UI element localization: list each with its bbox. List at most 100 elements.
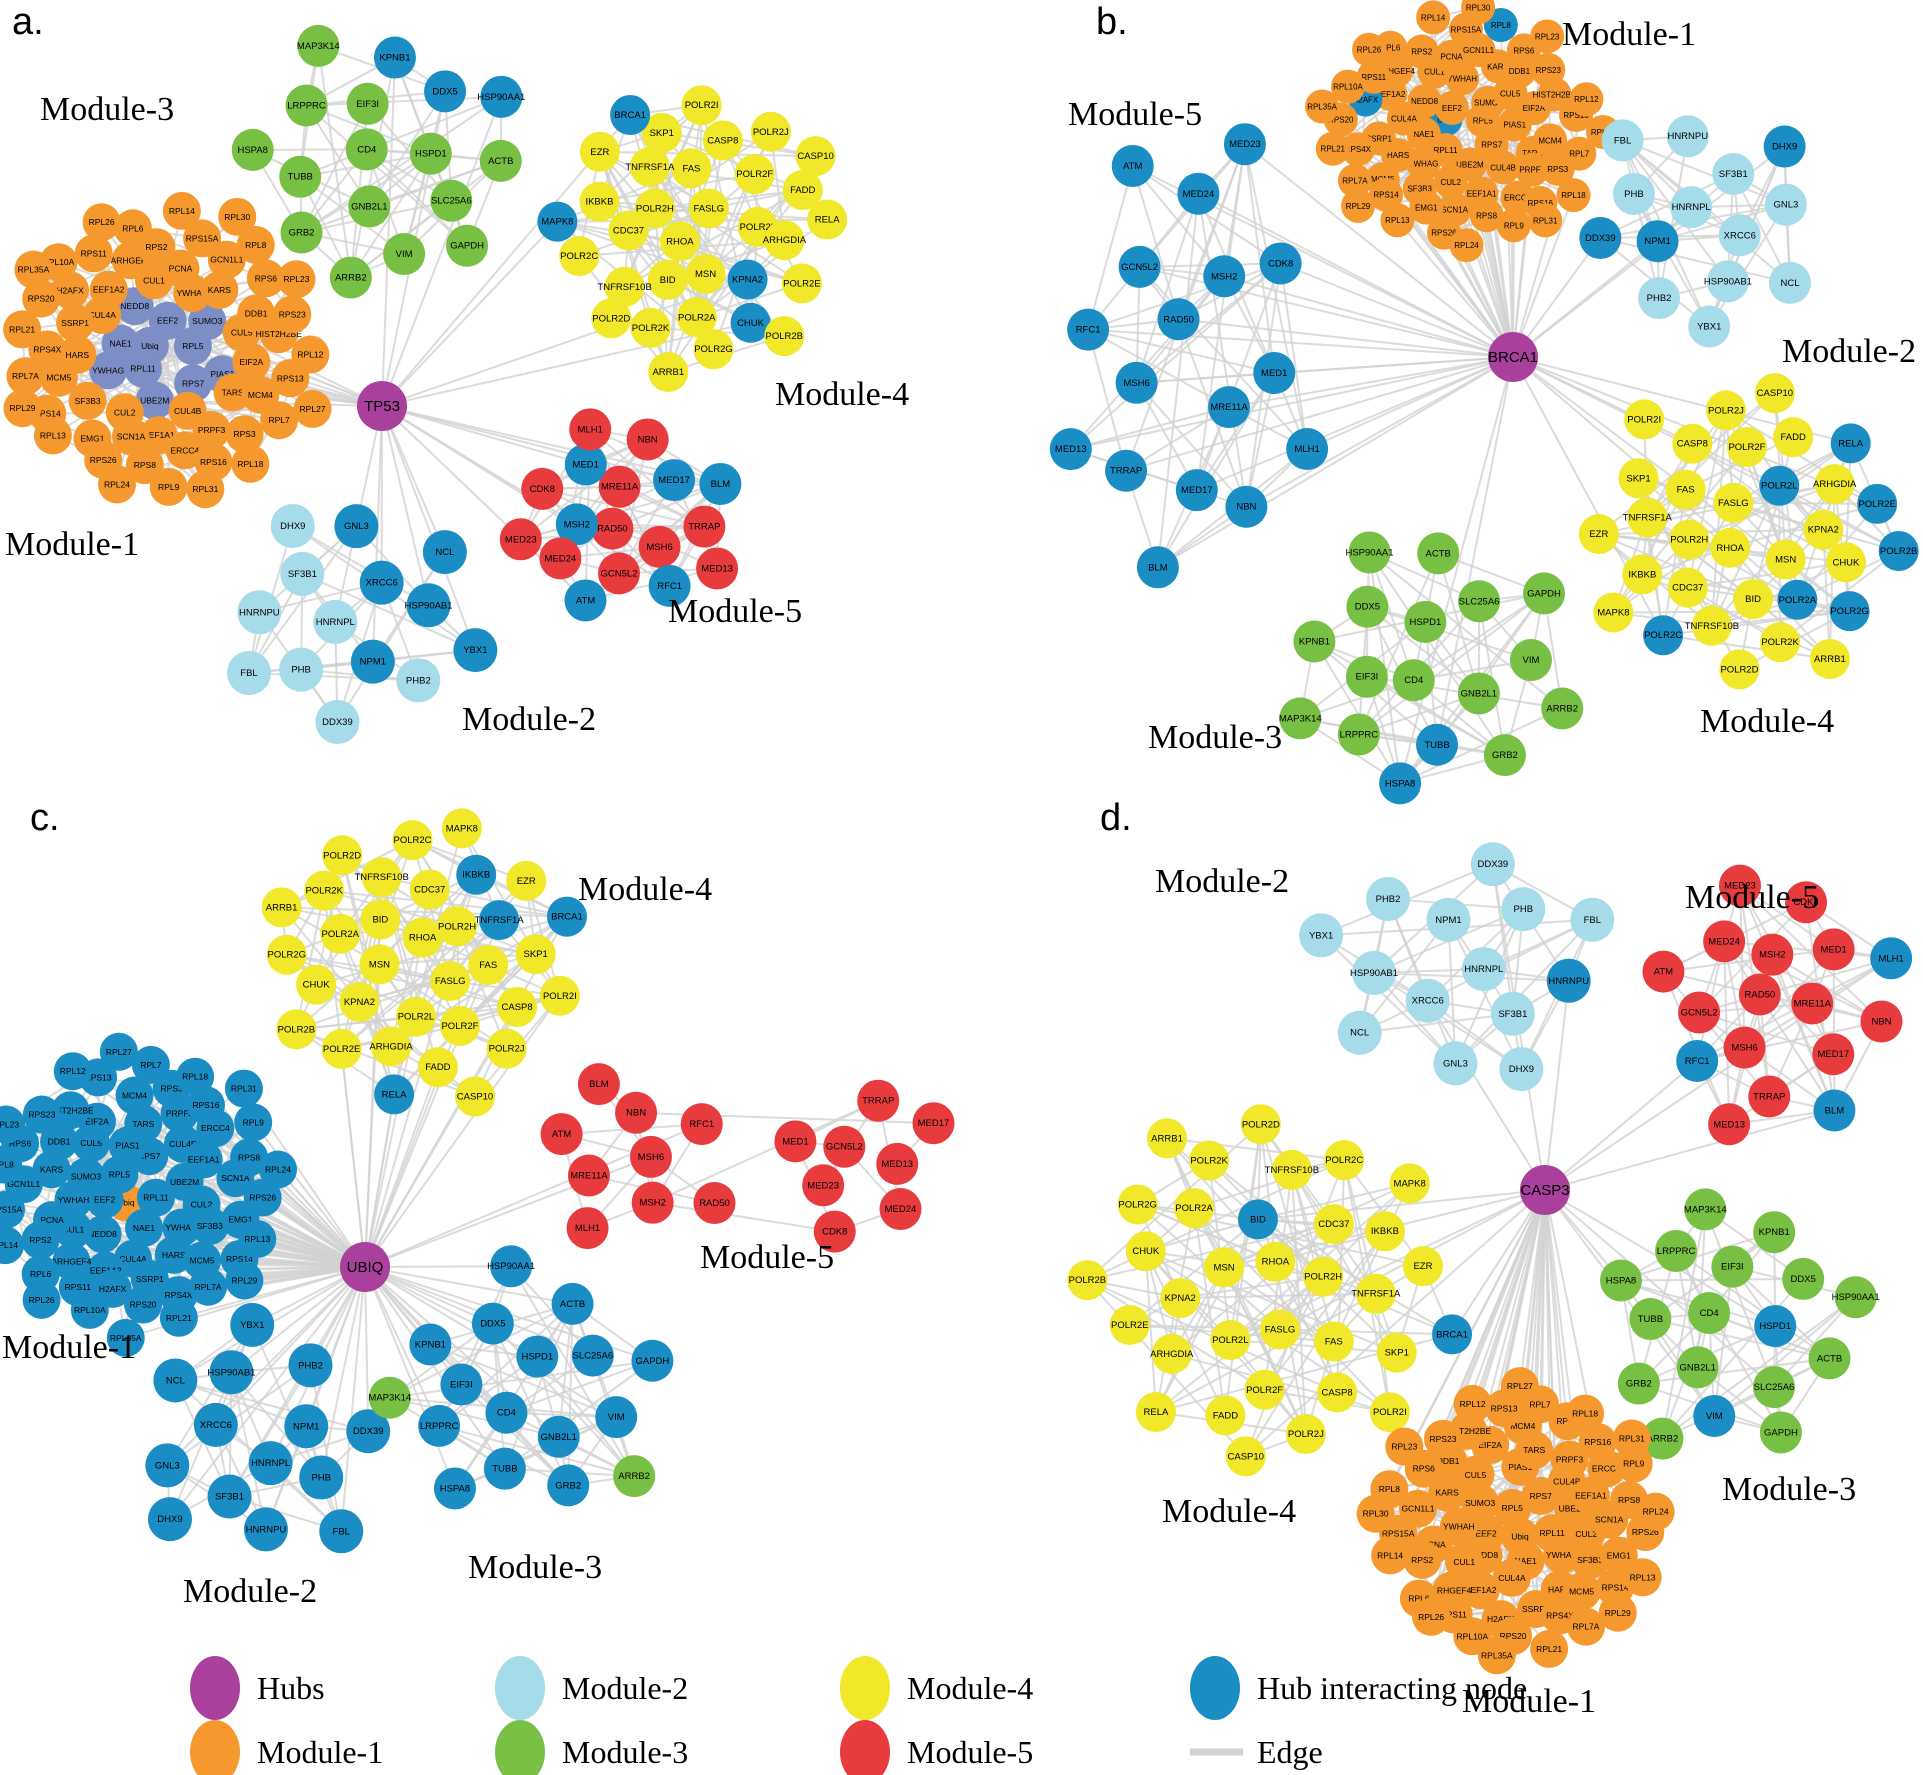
module-label-d-m1: Module-1 bbox=[1462, 1683, 1596, 1720]
gene-label-SUMO3: SUMO3 bbox=[1465, 1498, 1496, 1508]
edge bbox=[1245, 372, 1276, 507]
gene-label-MLH1: MLH1 bbox=[1878, 953, 1903, 964]
edge bbox=[1280, 262, 1514, 358]
legend-swatch-interactor bbox=[1190, 1656, 1240, 1720]
gene-label-KPNB1: KPNB1 bbox=[379, 53, 410, 64]
gene-label-EEF2: EEF2 bbox=[1442, 104, 1463, 113]
gene-node-RPL29 bbox=[225, 1261, 264, 1300]
gene-node-MSN bbox=[1765, 539, 1806, 580]
gene-label-FADD: FADD bbox=[790, 185, 815, 196]
edge bbox=[1638, 1357, 1830, 1385]
gene-label-ATM: ATM bbox=[552, 1129, 571, 1140]
gene-node-HARS bbox=[154, 1235, 193, 1274]
gene-node-POLR2C bbox=[1324, 1140, 1365, 1181]
edge bbox=[1332, 1182, 1411, 1342]
gene-node-RFC1 bbox=[1676, 1039, 1719, 1082]
gene-label-POLR2F: POLR2F bbox=[736, 169, 773, 180]
gene-label-HSPA8: HSPA8 bbox=[440, 1483, 470, 1494]
edge bbox=[1613, 610, 1850, 614]
gene-node-SKP1 bbox=[1618, 458, 1659, 499]
gene-label-MLH1: MLH1 bbox=[575, 1223, 600, 1234]
edge bbox=[381, 321, 751, 407]
gene-label-RPL10A: RPL10A bbox=[1457, 1631, 1489, 1641]
gene-node-MLH1 bbox=[1870, 937, 1913, 980]
gene-label-RPS3: RPS3 bbox=[161, 1084, 183, 1094]
gene-node-DHX9 bbox=[270, 503, 315, 548]
gene-node-CHUK bbox=[730, 302, 771, 343]
gene-label-RPL13: RPL13 bbox=[40, 430, 66, 440]
edge bbox=[1739, 884, 1883, 1023]
gene-label-GCN1L1: GCN1L1 bbox=[1463, 46, 1495, 55]
gene-label-IKBKB: IKBKB bbox=[1628, 569, 1656, 580]
gene-label-HSPA8: HSPA8 bbox=[237, 145, 267, 156]
gene-label-GNL3: GNL3 bbox=[344, 521, 369, 532]
gene-label-BLM: BLM bbox=[589, 1079, 609, 1090]
gene-label-CUL4B: CUL4B bbox=[169, 1139, 197, 1149]
gene-label-CUL1: CUL1 bbox=[1424, 68, 1445, 77]
gene-label-SCN1A: SCN1A bbox=[1595, 1515, 1624, 1525]
gene-label-BRCA1: BRCA1 bbox=[614, 110, 646, 121]
edge bbox=[1178, 318, 1514, 358]
gene-label-MED24: MED24 bbox=[1183, 189, 1215, 200]
gene-node-FADD bbox=[1205, 1395, 1246, 1436]
gene-label-BRCA1: BRCA1 bbox=[551, 912, 583, 923]
gene-node-ARRB2 bbox=[1541, 687, 1584, 730]
gene-label-RPS14: RPS14 bbox=[226, 1254, 253, 1264]
gene-label-MRE11A: MRE11A bbox=[1794, 998, 1832, 1009]
gene-label-RPL35A: RPL35A bbox=[110, 1333, 142, 1343]
gene-node-POLR2E bbox=[321, 1028, 362, 1069]
edge bbox=[589, 428, 706, 528]
gene-node-EZR bbox=[1578, 514, 1619, 555]
gene-label-RPL9: RPL9 bbox=[243, 1117, 265, 1127]
edge bbox=[1279, 1159, 1346, 1330]
gene-node-MED24 bbox=[1703, 920, 1746, 963]
gene-node-ERCC4 bbox=[165, 431, 204, 470]
gene-label-RPS8: RPS8 bbox=[238, 1152, 260, 1162]
gene-node-TARS bbox=[213, 373, 252, 412]
gene-label-RPL8: RPL8 bbox=[245, 240, 267, 250]
gene-label-NBN: NBN bbox=[626, 1108, 646, 1119]
gene-label-ARHGEF4: ARHGEF4 bbox=[111, 255, 151, 265]
gene-node-GAPDH bbox=[631, 1339, 674, 1382]
gene-label-ARRB2: ARRB2 bbox=[1647, 1434, 1679, 1445]
legend-label-module4: Module-4 bbox=[907, 1670, 1033, 1706]
gene-node-MRE11A bbox=[598, 465, 641, 508]
gene-label-PRPF3: PRPF3 bbox=[1519, 166, 1545, 175]
edge bbox=[1358, 919, 1450, 1034]
gene-node-DDX5 bbox=[1346, 585, 1389, 628]
text-layer: a. Module-3 Module-4 Module-1 Module-2 Module… bbox=[2, 1, 1916, 1720]
gene-node-RPL26 bbox=[1412, 1597, 1451, 1636]
gene-label-RHOA: RHOA bbox=[666, 236, 694, 247]
gene-node-SLC25A6 bbox=[1458, 580, 1501, 623]
gene-label-TNFRSF1A: TNFRSF1A bbox=[625, 162, 675, 173]
legend-swatch-module4 bbox=[840, 1656, 890, 1720]
gene-node-NBN bbox=[615, 1091, 658, 1134]
gene-label-MCM5: MCM5 bbox=[46, 373, 71, 383]
gene-node-PRPF3 bbox=[1550, 1440, 1589, 1479]
gene-node-POLR2A bbox=[676, 297, 717, 338]
legend-label-module2: Module-2 bbox=[562, 1670, 688, 1706]
gene-label-POLR2H: POLR2H bbox=[1304, 1272, 1342, 1283]
edge bbox=[286, 953, 518, 1008]
gene-node-MED23 bbox=[1223, 123, 1266, 166]
gene-label-RFC1: RFC1 bbox=[689, 1119, 714, 1130]
gene-label-GCN1L1: GCN1L1 bbox=[7, 1179, 40, 1189]
gene-node-MED23 bbox=[1718, 864, 1761, 907]
gene-label-RPS3: RPS3 bbox=[233, 429, 255, 439]
gene-label-ARHGEF4: ARHGEF4 bbox=[1431, 1586, 1471, 1596]
gene-node-HSPD1 bbox=[516, 1335, 559, 1378]
gene-node-ATM bbox=[1642, 950, 1685, 993]
gene-label-EIF2A: EIF2A bbox=[1478, 1440, 1502, 1450]
gene-label-TARS: TARS bbox=[222, 388, 244, 398]
gene-label-POLR2I: POLR2I bbox=[1373, 1407, 1407, 1418]
gene-node-TNFRSF10B bbox=[604, 266, 645, 307]
gene-label-Ubiq: Ubiq bbox=[141, 341, 159, 351]
legend-swatch-module3 bbox=[495, 1720, 545, 1775]
gene-node-MAPK8 bbox=[441, 808, 482, 849]
gene-node-RPL24 bbox=[97, 465, 136, 504]
gene-node-NBN bbox=[1860, 1000, 1903, 1043]
gene-label-PHB2: PHB2 bbox=[1376, 894, 1401, 905]
gene-node-BRCA1 bbox=[610, 94, 651, 135]
gene-node-BID bbox=[647, 259, 688, 300]
gene-node-RPL12 bbox=[1453, 1384, 1492, 1423]
